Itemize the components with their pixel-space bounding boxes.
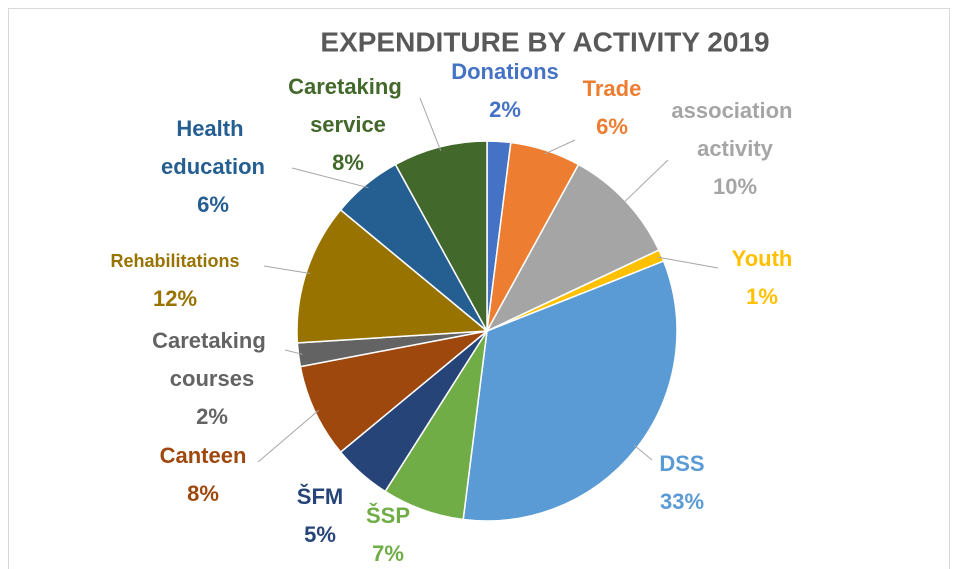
data-label-name: ŠSP	[366, 503, 410, 528]
label-line: Youth	[732, 246, 793, 271]
data-label: 10%	[713, 174, 757, 199]
data-label: 8%	[332, 150, 364, 175]
label-line: DSS	[659, 451, 704, 476]
data-label: 7%	[372, 541, 404, 566]
label-line: service	[310, 112, 386, 137]
data-label-name: Trade	[583, 76, 642, 101]
leader-line	[263, 265, 311, 275]
leader-line	[419, 97, 442, 152]
data-label: 5%	[304, 522, 336, 547]
label-line: Caretaking	[288, 74, 408, 99]
leader-line	[633, 444, 653, 461]
label-line: Trade	[583, 76, 642, 101]
data-label: 33%	[660, 489, 704, 514]
data-label: 12%	[153, 286, 197, 311]
pie-slice	[299, 330, 488, 454]
label-line: education	[161, 154, 265, 179]
pie-slice	[296, 208, 489, 344]
data-label-name: association activity	[671, 98, 798, 161]
data-label-name: ŠFM	[297, 484, 343, 509]
leader-line	[622, 159, 669, 205]
label-line: Canteen	[160, 443, 247, 468]
data-label-name: Donations	[451, 59, 559, 84]
data-label-name: Youth	[732, 246, 793, 271]
chart-title: EXPENDITURE BY ACTIVITY 2019	[320, 26, 769, 57]
data-label-name: Canteen	[160, 443, 247, 468]
data-label-name: Rehabilitations	[110, 251, 239, 271]
data-label: 6%	[596, 114, 628, 139]
data-label-name: Health education	[161, 116, 265, 179]
data-label: 6%	[197, 192, 229, 217]
data-label-name: Caretaking courses	[152, 328, 272, 391]
label-line: Rehabilitations	[110, 251, 239, 271]
leader-line	[657, 256, 719, 269]
label-line: Donations	[451, 59, 559, 84]
data-label: 1%	[746, 284, 778, 309]
leader-line	[291, 167, 369, 189]
data-label: 8%	[187, 481, 219, 506]
label-line: ŠSP	[366, 503, 410, 528]
data-label-name: DSS	[659, 451, 704, 476]
data-label-name: Caretaking service	[288, 74, 408, 137]
label-line: courses	[170, 366, 254, 391]
label-line: Health	[176, 116, 249, 141]
leader-line	[257, 409, 320, 463]
label-line: activity	[697, 136, 774, 161]
label-line: association	[671, 98, 798, 123]
label-line: Caretaking	[152, 328, 272, 353]
leader-line	[284, 349, 303, 355]
data-label: 2%	[196, 404, 228, 429]
label-line: ŠFM	[297, 484, 343, 509]
data-label: 2%	[489, 97, 521, 122]
leader-line	[544, 139, 576, 155]
